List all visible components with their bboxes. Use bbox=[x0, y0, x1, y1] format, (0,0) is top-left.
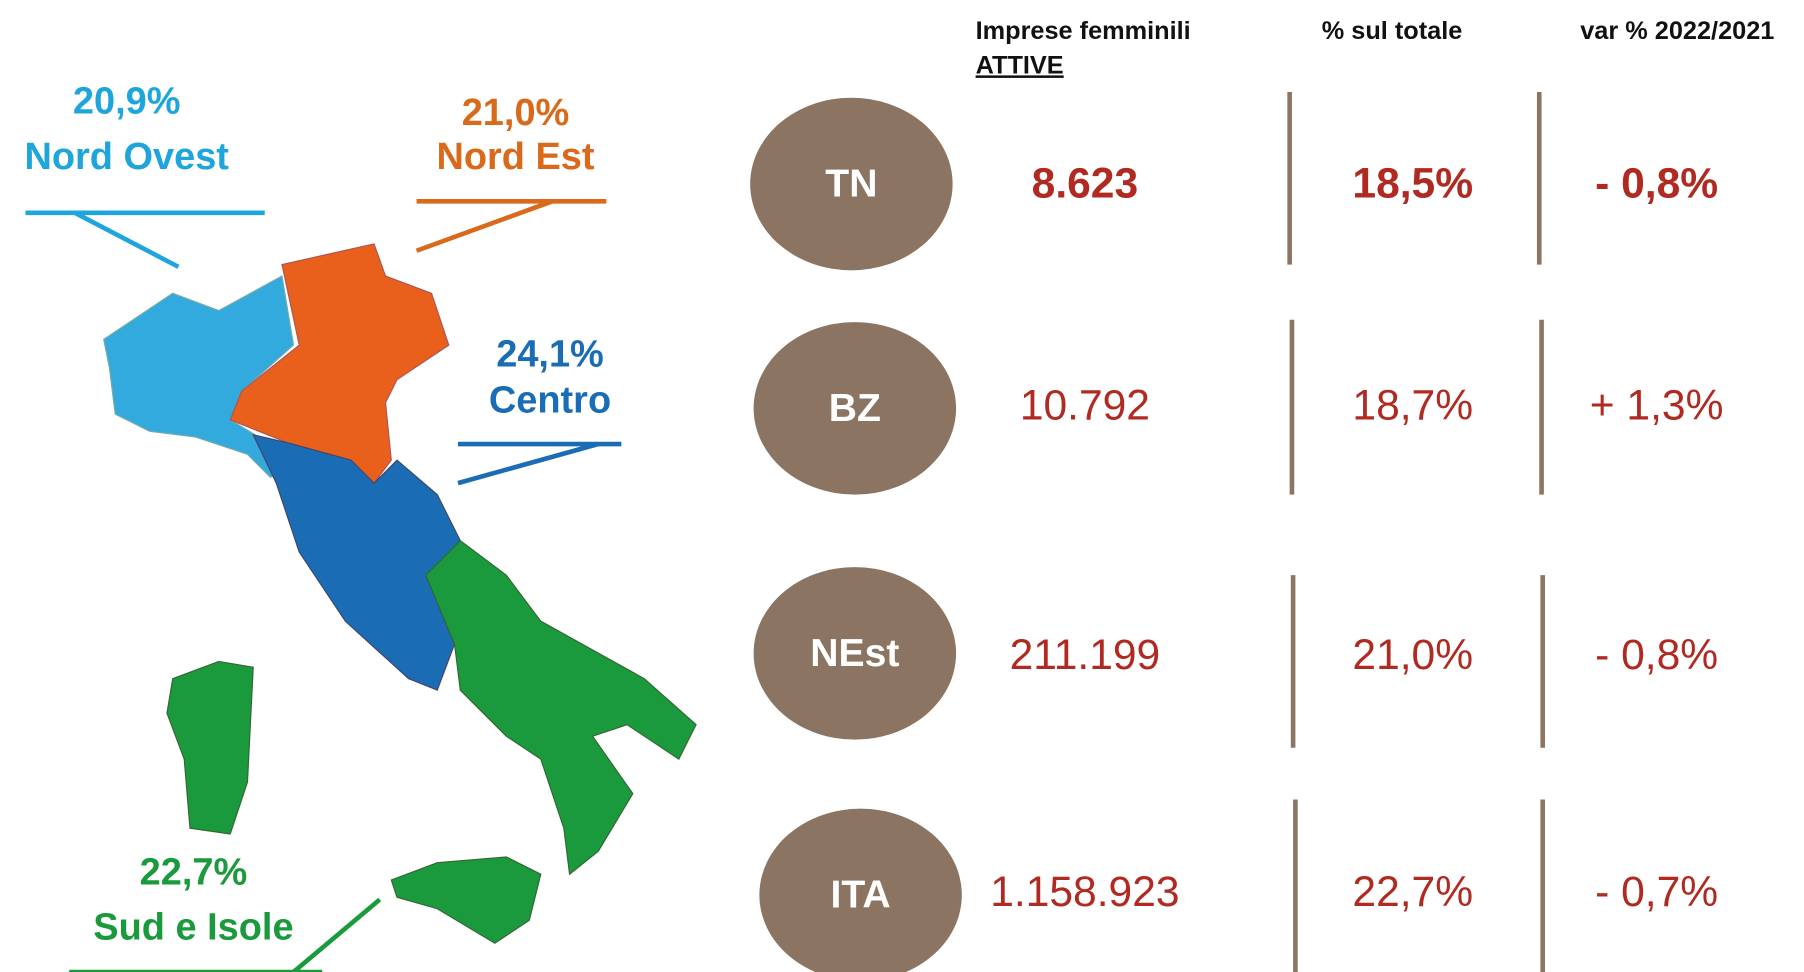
centro-leader bbox=[457, 441, 599, 486]
region-percent: 22,7% bbox=[140, 851, 248, 893]
header: var % 2022/2021 bbox=[1580, 17, 1774, 45]
cell-value: 211.199 bbox=[1010, 631, 1161, 679]
row-badge bbox=[753, 567, 957, 740]
sud-area bbox=[425, 539, 697, 876]
nord-est-leader bbox=[415, 199, 554, 253]
header: % sul totale bbox=[1322, 17, 1463, 45]
row-code: BZ bbox=[829, 387, 881, 430]
nord-ovest-leader bbox=[73, 210, 180, 269]
leader-lines bbox=[25, 199, 622, 972]
italy-map bbox=[103, 243, 697, 944]
centro-area bbox=[252, 433, 461, 691]
cell-value: 21,0% bbox=[1352, 631, 1473, 679]
region-name: Sud e Isole bbox=[93, 906, 293, 948]
cell-value: 10.792 bbox=[1020, 382, 1150, 430]
cell-value: 22,7% bbox=[1352, 868, 1473, 916]
cell-value: - 0,8% bbox=[1595, 631, 1718, 679]
row-badge bbox=[753, 322, 957, 495]
header: ATTIVE bbox=[976, 51, 1064, 79]
sardinia-area bbox=[166, 660, 254, 835]
region-percent: 24,1% bbox=[496, 334, 604, 376]
cell-value: 18,7% bbox=[1352, 382, 1473, 430]
row-badge bbox=[759, 808, 962, 972]
region-name: Centro bbox=[489, 380, 611, 422]
region-name: Nord Est bbox=[436, 136, 594, 178]
sud-leader bbox=[292, 897, 382, 972]
table: Imprese femminili ATTIVE % sul totale var %… bbox=[750, 17, 1774, 972]
row-code: TN bbox=[825, 163, 877, 206]
cell-value: - 0,7% bbox=[1595, 868, 1718, 916]
region-percent: 21,0% bbox=[462, 92, 570, 134]
row-code: NEst bbox=[810, 632, 899, 675]
sicily-area bbox=[390, 856, 542, 944]
cell-value: 1.158.923 bbox=[990, 868, 1179, 916]
cell-value: 18,5% bbox=[1352, 160, 1473, 208]
region-name: Nord Ovest bbox=[24, 136, 229, 178]
header: Imprese femminili bbox=[976, 17, 1191, 45]
cell-value: + 1,3% bbox=[1590, 382, 1724, 430]
region-labels: 20,9% Nord Ovest 21,0%Nord Est 24,1%Centro 2… bbox=[24, 81, 611, 949]
cell-value: 8.623 bbox=[1032, 160, 1138, 208]
row-code: ITA bbox=[831, 874, 891, 917]
cell-value: - 0,8% bbox=[1595, 160, 1718, 208]
nord-est-area bbox=[229, 243, 450, 484]
row-badge bbox=[750, 97, 953, 271]
region-percent: 20,9% bbox=[73, 81, 181, 123]
